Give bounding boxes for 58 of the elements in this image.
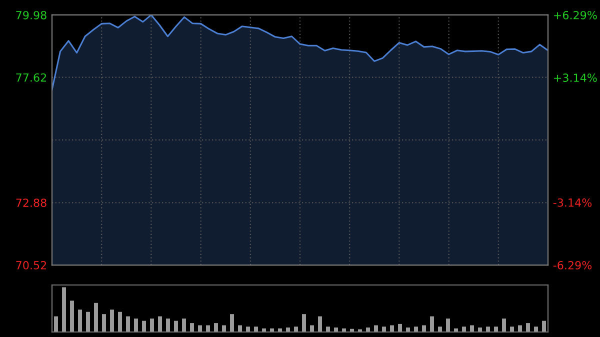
bar [150, 318, 154, 332]
bar [94, 302, 98, 332]
y2-tick-label: -6.29% [553, 260, 592, 270]
bar [238, 325, 242, 332]
bar [158, 316, 162, 332]
y-tick-label: 70.52 [16, 260, 46, 270]
bar [302, 314, 306, 332]
bar [174, 320, 178, 332]
bar [118, 312, 122, 332]
bar [166, 318, 170, 332]
bar [390, 325, 394, 332]
bar [230, 314, 234, 332]
bar [142, 320, 146, 332]
bar [70, 300, 74, 332]
y-tick-label: 72.88 [16, 198, 46, 208]
y2-tick-label: -3.14% [553, 198, 592, 207]
bar [438, 326, 442, 332]
bar [382, 326, 386, 332]
bar [470, 325, 474, 332]
bar [374, 325, 378, 332]
bar [518, 325, 522, 332]
bar [86, 312, 90, 332]
y-tick-label: 79.98 [16, 10, 46, 20]
bar [414, 326, 418, 332]
bar [310, 325, 314, 332]
bar [198, 325, 202, 332]
bar [486, 326, 490, 332]
bar [182, 318, 186, 332]
bar [62, 287, 66, 332]
bar [502, 318, 506, 332]
bar [222, 325, 226, 332]
bar [510, 326, 514, 332]
bar [446, 318, 450, 332]
bar [534, 326, 538, 332]
bar [54, 316, 58, 332]
y-tick-label: 77.62 [16, 73, 46, 82]
bar [494, 326, 498, 332]
bar [78, 310, 82, 332]
bar [398, 324, 402, 332]
bar [430, 316, 434, 332]
bar [206, 325, 210, 332]
bar [326, 326, 330, 332]
bar [294, 326, 298, 332]
bar [422, 325, 426, 332]
bar [110, 310, 114, 332]
bar [462, 326, 466, 332]
bar [246, 326, 250, 332]
bar [318, 316, 322, 332]
bar [190, 323, 194, 332]
bar [126, 316, 130, 332]
bar [542, 320, 546, 332]
bar [254, 326, 258, 332]
y2-tick-label: +3.14% [554, 74, 597, 82]
bar [102, 314, 106, 332]
bar [134, 318, 138, 332]
y2-tick-label: +6.29% [554, 10, 597, 20]
bar [526, 323, 530, 332]
bar [214, 323, 218, 332]
